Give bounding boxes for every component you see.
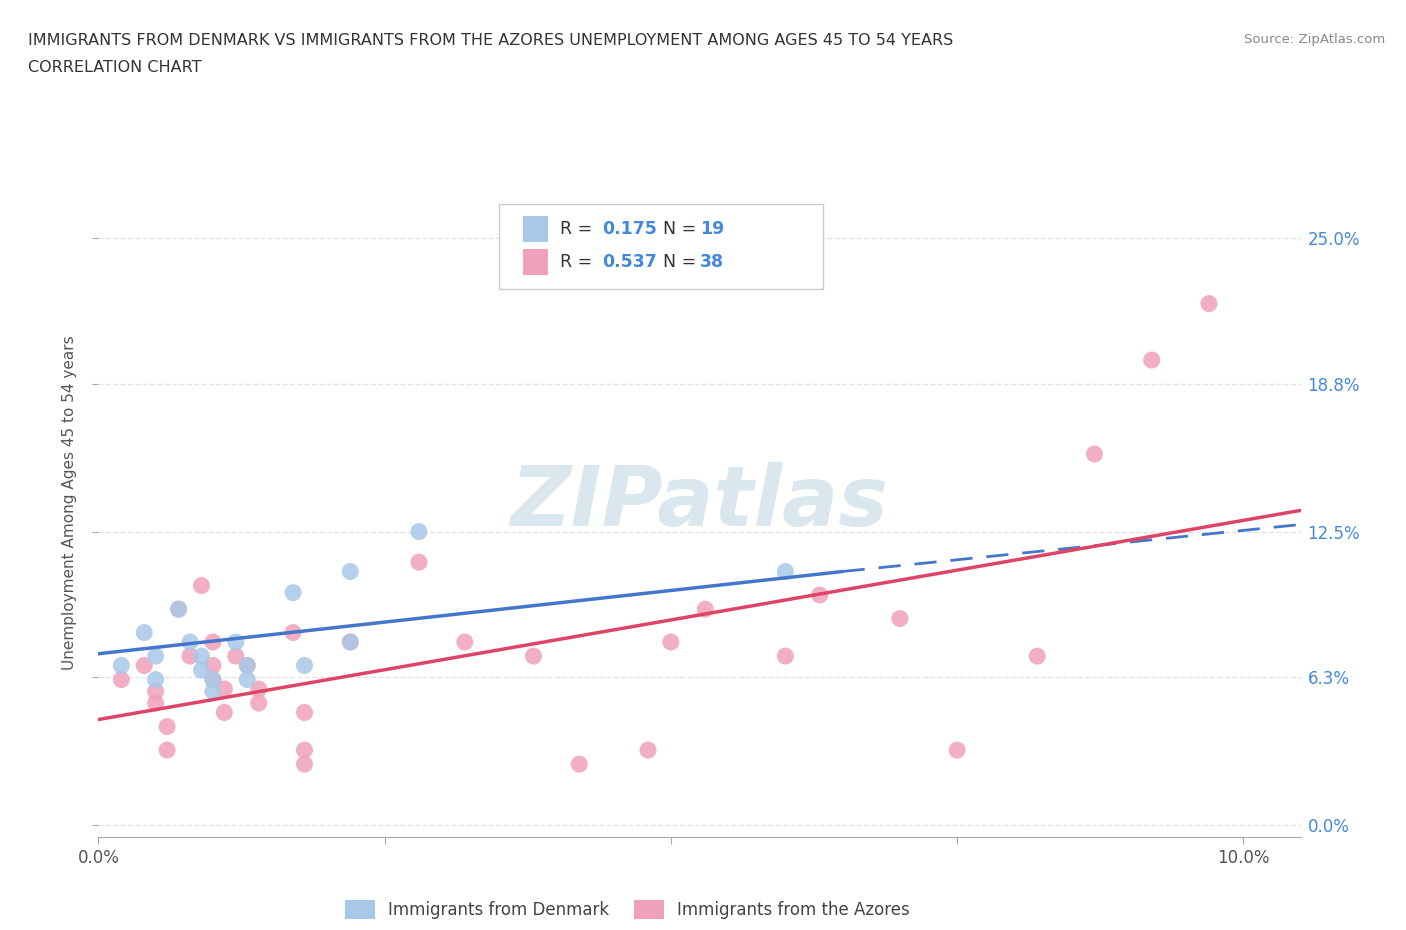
Text: 19: 19	[700, 219, 724, 238]
Text: IMMIGRANTS FROM DENMARK VS IMMIGRANTS FROM THE AZORES UNEMPLOYMENT AMONG AGES 45: IMMIGRANTS FROM DENMARK VS IMMIGRANTS FR…	[28, 33, 953, 47]
Point	[247, 696, 270, 711]
Y-axis label: Unemployment Among Ages 45 to 54 years: Unemployment Among Ages 45 to 54 years	[62, 335, 77, 670]
Point	[134, 625, 156, 640]
Point	[454, 634, 477, 649]
Point	[1083, 446, 1105, 461]
Point	[339, 634, 361, 649]
Point	[236, 658, 259, 673]
Legend: Immigrants from Denmark, Immigrants from the Azores: Immigrants from Denmark, Immigrants from…	[344, 900, 910, 919]
Point	[775, 565, 797, 579]
Text: ZIPatlas: ZIPatlas	[510, 461, 889, 543]
Point	[1026, 648, 1049, 663]
Point	[179, 648, 201, 663]
Point	[1198, 297, 1220, 312]
Point	[808, 588, 831, 603]
Point	[247, 682, 270, 697]
Point	[775, 648, 797, 663]
Text: R =: R =	[560, 219, 598, 238]
Point	[946, 743, 969, 758]
Point	[281, 585, 304, 600]
Point	[201, 658, 224, 673]
Point	[659, 634, 682, 649]
Point	[201, 672, 224, 687]
Text: Source: ZipAtlas.com: Source: ZipAtlas.com	[1244, 33, 1385, 46]
Point	[179, 634, 201, 649]
Point	[281, 625, 304, 640]
Point	[695, 602, 717, 617]
Point	[294, 757, 316, 772]
Point	[190, 648, 212, 663]
Point	[236, 672, 259, 687]
Text: 38: 38	[700, 253, 724, 272]
Point	[201, 634, 224, 649]
Point	[145, 672, 167, 687]
Text: N =: N =	[652, 219, 702, 238]
Point	[110, 672, 132, 687]
Point	[225, 648, 247, 663]
Text: CORRELATION CHART: CORRELATION CHART	[28, 60, 201, 75]
Point	[110, 658, 132, 673]
Point	[1140, 352, 1163, 367]
Point	[889, 611, 911, 626]
Point	[145, 648, 167, 663]
Point	[167, 602, 190, 617]
Point	[167, 602, 190, 617]
Text: N =: N =	[652, 253, 702, 272]
Point	[214, 705, 236, 720]
Point	[145, 696, 167, 711]
Point	[190, 578, 212, 593]
Point	[134, 658, 156, 673]
Text: R =: R =	[560, 253, 598, 272]
Point	[156, 743, 179, 758]
Point	[225, 634, 247, 649]
Text: 0.537: 0.537	[602, 253, 657, 272]
Point	[637, 743, 659, 758]
Point	[568, 757, 591, 772]
Point	[294, 658, 316, 673]
Point	[339, 634, 361, 649]
Point	[408, 554, 430, 569]
Point	[339, 565, 361, 579]
Point	[294, 743, 316, 758]
Point	[145, 684, 167, 698]
Point	[522, 648, 544, 663]
Point	[294, 705, 316, 720]
Point	[201, 684, 224, 698]
Point	[236, 658, 259, 673]
Point	[190, 663, 212, 678]
Point	[156, 719, 179, 734]
Point	[408, 525, 430, 539]
Point	[201, 672, 224, 687]
Point	[214, 682, 236, 697]
Text: 0.175: 0.175	[602, 219, 657, 238]
